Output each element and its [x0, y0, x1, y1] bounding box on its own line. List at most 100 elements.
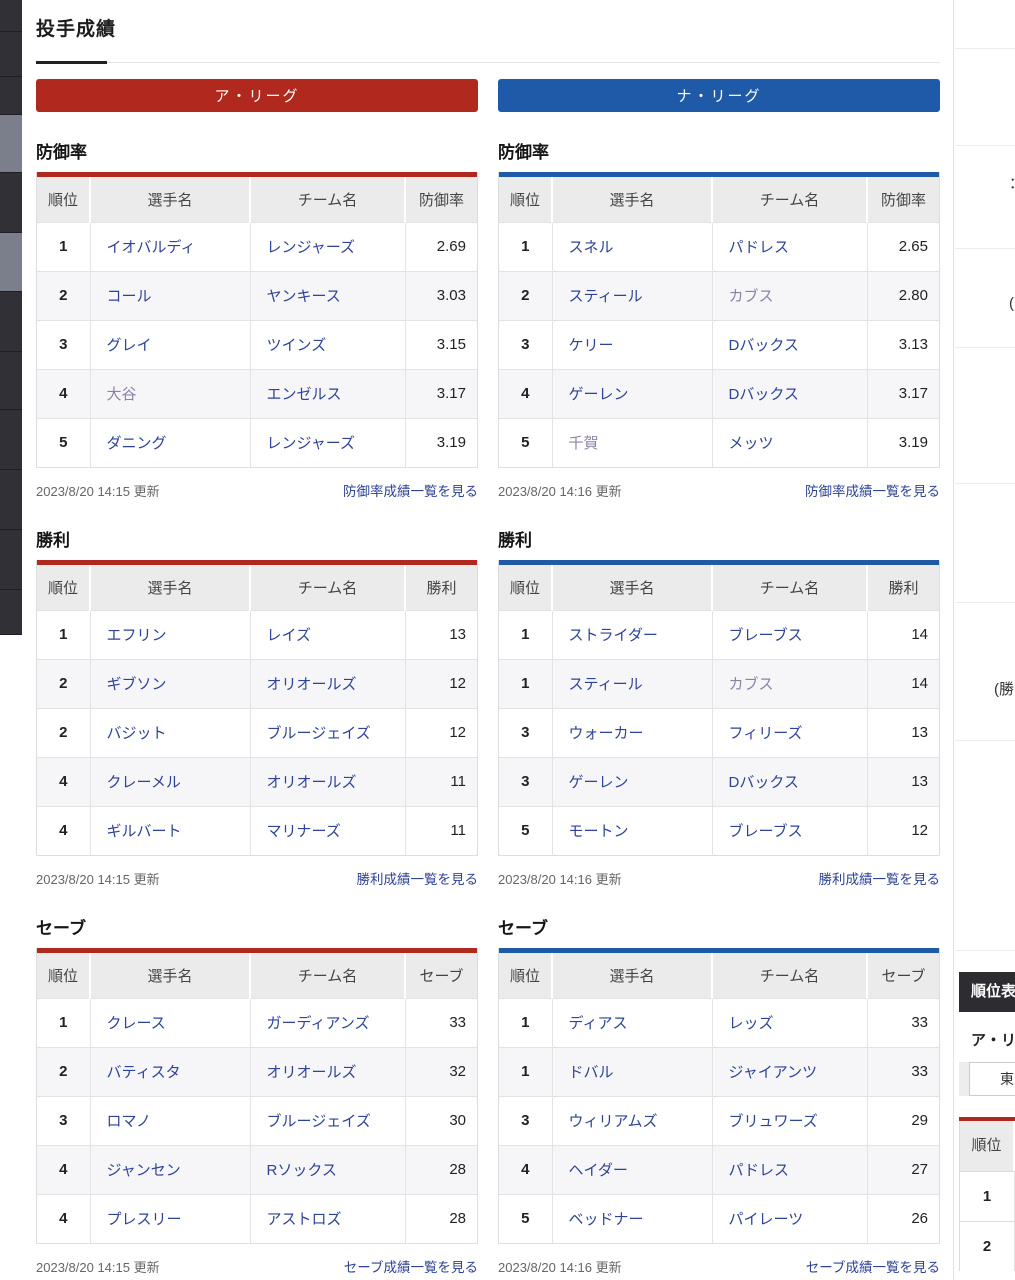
rank-cell: 3: [37, 1095, 91, 1145]
column-header: 選手名: [552, 565, 713, 610]
team-link[interactable]: フィリーズ: [728, 725, 803, 742]
player-link[interactable]: イオバルディ: [106, 239, 196, 256]
player-link[interactable]: ウィリアムズ: [568, 1113, 658, 1130]
team-link[interactable]: ツインズ: [266, 337, 327, 354]
player-link[interactable]: ギルバート: [106, 823, 182, 841]
player-link[interactable]: ストライダー: [568, 627, 658, 644]
rank-cell: 4: [37, 1144, 91, 1194]
player-link[interactable]: コール: [106, 288, 152, 305]
sidebar-item[interactable]: [0, 352, 22, 410]
team-link[interactable]: レンジャーズ: [266, 435, 356, 453]
value-cell: 2.69: [405, 221, 477, 271]
table-row: 4 ギルバート マリナーズ 11: [37, 805, 477, 855]
player-link[interactable]: ダニング: [106, 435, 167, 453]
player-link[interactable]: ディアス: [568, 1015, 628, 1032]
team-link[interactable]: アストロズ: [266, 1211, 342, 1229]
team-link[interactable]: ブレーブス: [728, 823, 803, 841]
team-link[interactable]: マリナーズ: [266, 823, 341, 841]
team-link[interactable]: ブレーブス: [728, 627, 803, 644]
team-link[interactable]: Dバックス: [728, 774, 799, 791]
team-link[interactable]: パイレーツ: [728, 1211, 804, 1229]
team-link[interactable]: カブス: [728, 288, 774, 305]
team-link[interactable]: レンジャーズ: [266, 239, 356, 256]
team-link[interactable]: ガーディアンズ: [266, 1015, 370, 1032]
sidebar-item[interactable]: [0, 0, 22, 32]
team-link[interactable]: ジャイアンツ: [728, 1064, 818, 1081]
team-link[interactable]: ヤンキース: [266, 288, 341, 305]
team-link[interactable]: レッズ: [728, 1015, 774, 1032]
see-all-link-wins[interactable]: 勝利成績一覧を見る: [818, 872, 941, 887]
team-link[interactable]: オリオールズ: [266, 1064, 357, 1081]
player-link[interactable]: クレース: [106, 1015, 166, 1032]
sidebar-item[interactable]: [0, 32, 22, 77]
see-all-link-saves[interactable]: セーブ成績一覧を見る: [805, 1260, 940, 1275]
player-link[interactable]: ギブソン: [106, 676, 167, 693]
player-link[interactable]: スネル: [568, 239, 614, 256]
sidebar-item[interactable]: [0, 292, 22, 352]
player-link[interactable]: ドバル: [568, 1064, 614, 1081]
player-link[interactable]: ヘイダー: [568, 1162, 628, 1179]
see-all-link-era[interactable]: 防御率成績一覧を見る: [805, 484, 940, 499]
value-cell: 28: [405, 1193, 477, 1243]
sidebar-item[interactable]: [0, 590, 22, 635]
player-link[interactable]: 千賀: [568, 435, 599, 453]
right-panel-divider: [955, 740, 1015, 741]
team-link[interactable]: カブス: [728, 676, 774, 693]
value-cell: 3.15: [405, 319, 477, 369]
player-link[interactable]: エフリン: [106, 627, 167, 644]
rank-cell: 4: [37, 756, 91, 806]
team-link[interactable]: オリオールズ: [266, 774, 357, 791]
value-cell: 11: [405, 805, 477, 855]
team-link[interactable]: Dバックス: [728, 337, 799, 354]
see-all-link-era[interactable]: 防御率成績一覧を見る: [343, 484, 478, 499]
team-link[interactable]: ブルージェイズ: [266, 725, 371, 742]
team-link[interactable]: パドレス: [728, 1162, 789, 1179]
sidebar-item[interactable]: [0, 530, 22, 590]
value-cell: 3.13: [867, 319, 939, 369]
player-link[interactable]: スティール: [568, 676, 643, 693]
player-link[interactable]: ゲーレン: [568, 386, 629, 403]
player-link[interactable]: プレスリー: [106, 1211, 182, 1229]
table-accent-bar: [499, 560, 939, 565]
player-link[interactable]: ロマノ: [106, 1113, 152, 1130]
right-panel-divider: [955, 48, 1015, 49]
player-link[interactable]: スティール: [568, 288, 643, 305]
team-link[interactable]: エンゼルス: [266, 386, 342, 403]
standings-tab-east[interactable]: 東: [969, 1062, 1015, 1096]
team-link[interactable]: Rソックス: [266, 1162, 337, 1179]
table-footer: 2023/8/20 14:16 更新 勝利成績一覧を見る: [498, 868, 940, 888]
team-link[interactable]: Dバックス: [728, 386, 799, 403]
standings-league-label: ア・リ: [971, 1032, 1015, 1049]
stat-table-al-saves: 順位 選手名 チーム名 セーブ 1 クレース ガーディアンズ 33 2 バティスタ オリオールズ 32…: [36, 948, 478, 1244]
team-link[interactable]: オリオールズ: [266, 676, 357, 693]
stat-table: 順位 選手名 チーム名 セーブ 1 クレース ガーディアンズ 33 2 バティスタ オリオールズ 32…: [37, 953, 477, 1243]
player-link[interactable]: ベッドナー: [568, 1211, 644, 1229]
sidebar-item[interactable]: [0, 233, 22, 292]
sidebar-item[interactable]: [0, 470, 22, 530]
player-link[interactable]: バティスタ: [106, 1064, 181, 1081]
player-link[interactable]: ゲーレン: [568, 774, 629, 791]
sidebar-item[interactable]: [0, 410, 22, 470]
player-link[interactable]: ケリー: [568, 337, 614, 354]
player-link[interactable]: バジット: [106, 725, 167, 742]
rank-cell: 2: [37, 270, 91, 320]
value-cell: 30: [405, 1095, 477, 1145]
team-link[interactable]: レイズ: [266, 627, 312, 644]
player-link[interactable]: グレイ: [106, 337, 152, 354]
team-link[interactable]: ブルージェイズ: [266, 1113, 371, 1130]
right-panel-divider: [955, 248, 1015, 249]
sidebar-item[interactable]: [0, 77, 22, 115]
table-row: 2 バティスタ オリオールズ 32: [37, 1046, 477, 1096]
team-link[interactable]: パドレス: [728, 239, 789, 256]
player-link[interactable]: モートン: [568, 823, 629, 841]
player-link[interactable]: クレーメル: [106, 774, 181, 791]
player-link[interactable]: ジャンセン: [106, 1162, 181, 1179]
player-link[interactable]: 大谷: [106, 386, 137, 403]
sidebar-item[interactable]: [0, 173, 22, 233]
team-link[interactable]: ブリュワーズ: [728, 1113, 818, 1130]
sidebar-item[interactable]: [0, 115, 22, 173]
see-all-link-wins[interactable]: 勝利成績一覧を見る: [356, 872, 479, 887]
team-link[interactable]: メッツ: [728, 435, 774, 453]
player-link[interactable]: ウォーカー: [568, 725, 644, 742]
see-all-link-saves[interactable]: セーブ成績一覧を見る: [343, 1260, 478, 1275]
